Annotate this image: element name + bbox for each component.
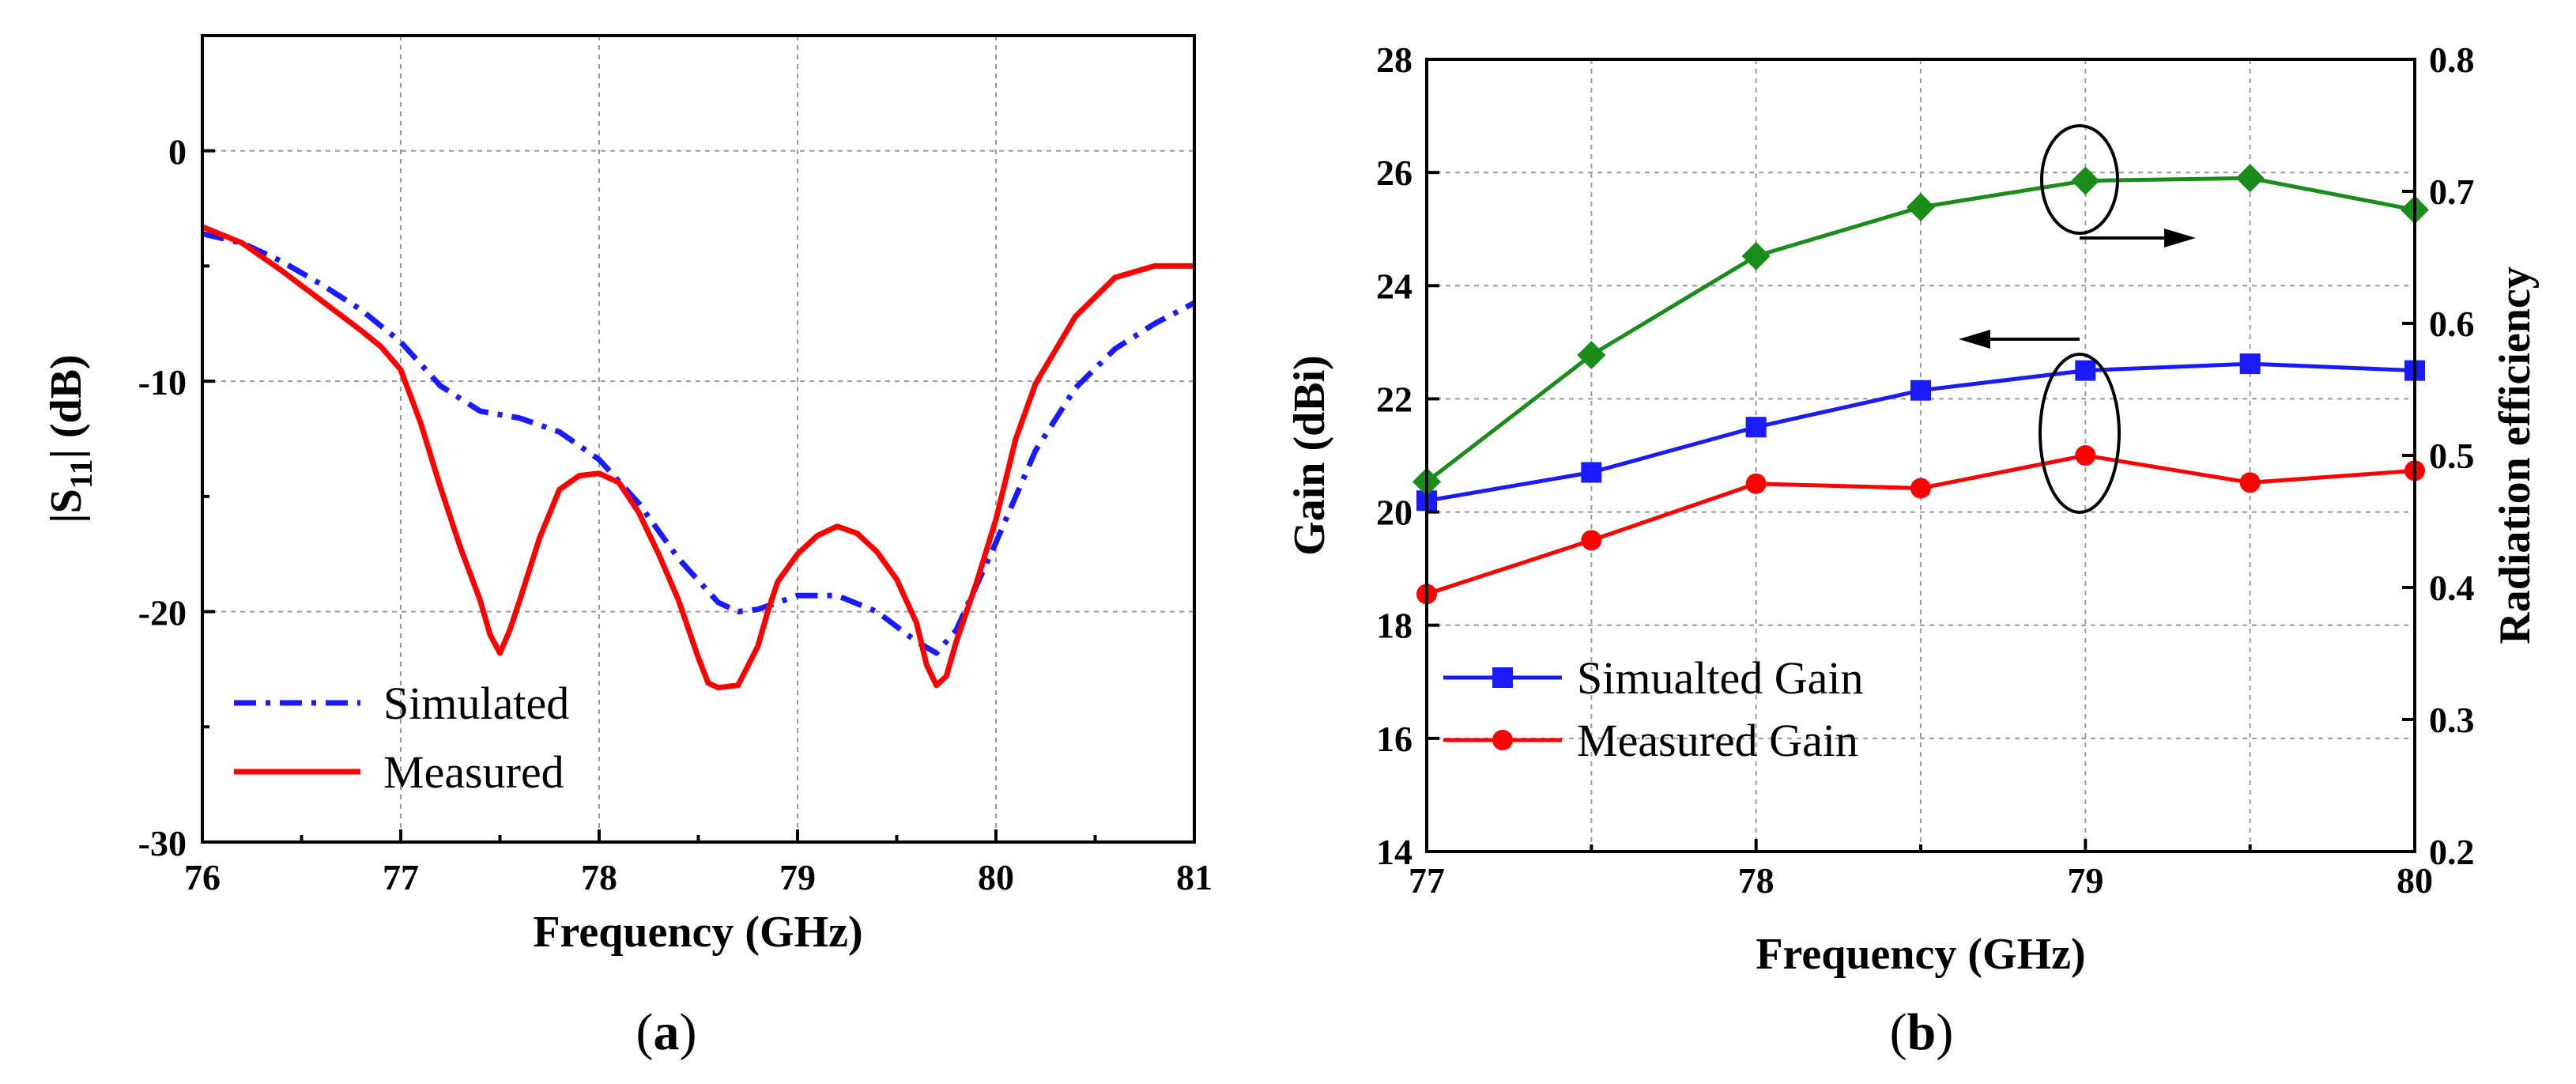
chart-b-y-tick-label: 22 <box>1376 379 1412 419</box>
chart-a-series <box>201 224 1196 691</box>
chart-a-x-tick-label: 79 <box>779 857 816 897</box>
chart-b-y-tick-labels: 14 16 18 20 22 24 26 28 <box>1376 40 1412 872</box>
legend-simulated-gain-label: Simualted Gain <box>1577 652 1863 704</box>
left-arrow-icon <box>1959 330 1990 349</box>
chart-a-grid <box>202 36 1194 842</box>
series-radiation-efficiency-point <box>2071 166 2100 195</box>
series-measured-gain-point <box>2075 445 2096 466</box>
chart-b-y-tick-label: 14 <box>1376 832 1412 872</box>
series-radiation-efficiency-point <box>1741 241 1771 270</box>
chart-b-x-tick-label: 80 <box>2397 860 2433 901</box>
chart-b-y2-tick-label: 0.3 <box>2429 700 2475 740</box>
chart-b-x-axis-label: Frequency (GHz) <box>1756 930 2085 979</box>
series-radiation-efficiency-point <box>1577 341 1606 370</box>
chart-b-legend: Simualted Gain Measured Gain <box>1443 652 1863 766</box>
chart-b-y-tick-label: 24 <box>1376 266 1412 306</box>
series-measured-gain-point <box>1581 530 1602 551</box>
chart-b-annotations <box>1959 124 2196 514</box>
chart-b-y-tick-label: 26 <box>1376 153 1412 193</box>
legend-measured-gain-label: Measured Gain <box>1577 715 1858 766</box>
chart-a-x-tick-label: 81 <box>1176 857 1213 897</box>
efficiency-group-ellipse <box>2040 124 2119 235</box>
chart-b-y-tick-label: 18 <box>1376 606 1412 646</box>
chart-a-x-tick-label: 78 <box>581 857 617 897</box>
chart-b-y2-tick-label: 0.4 <box>2429 568 2475 608</box>
chart-b-series <box>1412 164 2429 605</box>
series-radiation-efficiency-point <box>1907 193 1935 222</box>
circle-marker-icon <box>1492 730 1513 750</box>
series-measured-line <box>201 224 1194 691</box>
chart-b-y-axis-label: Gain (dBi) <box>1285 355 1334 556</box>
chart-b-x-tick-label: 77 <box>1409 860 1445 901</box>
series-measured-gain-point <box>2239 472 2261 493</box>
series-simualted-gain-point <box>1581 462 1602 483</box>
series-simualted-gain-point <box>1910 380 1931 401</box>
chart-b-y2-axis-label: Radiation efficiency <box>2491 266 2540 644</box>
square-marker-icon <box>1492 667 1513 688</box>
series-simulated-line <box>202 231 1196 656</box>
series-measured-gain-point <box>1910 478 1931 499</box>
chart-a-s11: 76 77 78 79 80 81 -30-20-100 Frequency (GHz) … <box>42 34 1213 1061</box>
chart-b-y-tick-label: 20 <box>1376 493 1412 533</box>
series-simualted-gain-point <box>2239 353 2261 375</box>
chart-a-x-axis-label: Frequency (GHz) <box>533 908 862 957</box>
series-simualted-gain-point <box>2075 360 2096 381</box>
right-arrow-icon <box>2164 229 2196 247</box>
chart-a-ticks <box>201 34 1196 844</box>
series-radiation-efficiency-point <box>2235 164 2265 193</box>
chart-a-y-axis-label: |S11| (dB) <box>42 354 99 523</box>
series-measured-gain-point <box>1745 473 1767 494</box>
gain-group-ellipse <box>2039 353 2121 514</box>
chart-b-y-tick-label: 16 <box>1376 719 1412 759</box>
chart-b-frame <box>1425 58 2416 853</box>
chart-b-y2-tick-label: 0.8 <box>2429 40 2475 80</box>
chart-b-x-tick-label: 79 <box>2067 860 2103 901</box>
chart-a-y-tick-label: -30 <box>138 823 187 863</box>
chart-b-caption: (b) <box>1890 1003 1954 1061</box>
chart-a-y-tick-label: -10 <box>138 362 187 402</box>
chart-a-y-tick-label: 0 <box>168 132 187 172</box>
chart-b-y2-tick-label: 0.2 <box>2429 832 2475 872</box>
chart-b-y2-tick-label: 0.5 <box>2429 436 2475 476</box>
chart-a-x-tick-label: 76 <box>184 857 221 897</box>
chart-a-x-tick-label: 77 <box>383 857 419 897</box>
chart-b-x-tick-labels: 77 78 79 80 <box>1409 860 2433 901</box>
chart-b-ticks <box>1425 58 2416 853</box>
chart-a-y-tick-label: -20 <box>138 593 187 633</box>
chart-b-y-tick-label: 28 <box>1376 40 1412 80</box>
chart-b-y2-tick-labels: 0.2 0.3 0.4 0.5 0.6 0.7 0.8 <box>2429 40 2475 872</box>
legend-simulated-label: Simulated <box>383 678 569 729</box>
chart-a-x-tick-labels: 76 77 78 79 80 81 <box>184 857 1213 897</box>
chart-a-caption: (a) <box>636 1003 697 1061</box>
chart-b-grid <box>1427 59 2415 852</box>
chart-a-legend: Simulated Measured <box>234 678 569 798</box>
chart-a-y-tick-labels: -30 -20 -10 0 <box>138 132 187 863</box>
chart-b-y2-tick-label: 0.7 <box>2429 172 2475 212</box>
chart-b-y2-tick-label: 0.6 <box>2429 304 2475 344</box>
series-simualted-gain-point <box>1745 417 1767 438</box>
chart-b-x-tick-label: 78 <box>1738 860 1775 901</box>
chart-a-x-tick-label: 80 <box>978 857 1014 897</box>
legend-measured-label: Measured <box>383 746 564 798</box>
